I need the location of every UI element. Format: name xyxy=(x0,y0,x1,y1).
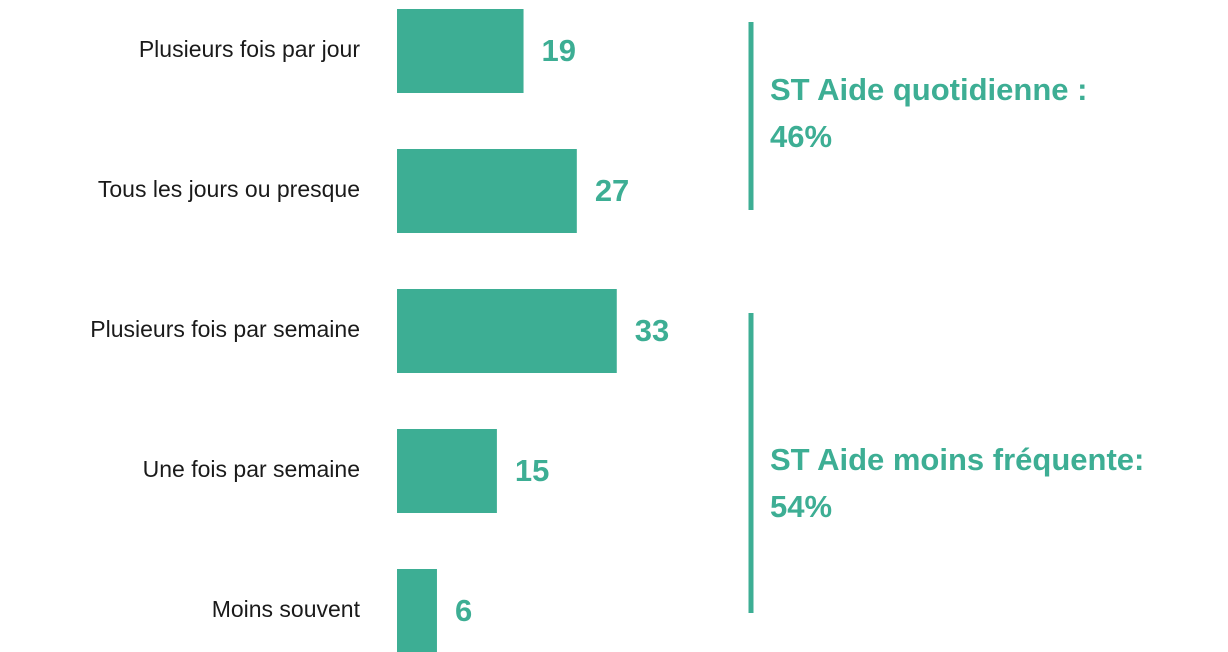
bar xyxy=(397,9,524,93)
value-label: 27 xyxy=(595,173,629,208)
category-label: Une fois par semaine xyxy=(143,456,360,482)
annotation: 54% xyxy=(770,489,832,524)
bar xyxy=(397,149,577,233)
bar xyxy=(397,569,437,652)
value-label: 15 xyxy=(515,453,549,488)
value-label: 6 xyxy=(455,593,472,628)
value-label: 19 xyxy=(542,33,576,68)
category-label: Plusieurs fois par semaine xyxy=(90,316,360,342)
annotation: 46% xyxy=(770,119,832,154)
bar xyxy=(397,429,497,513)
category-label: Tous les jours ou presque xyxy=(98,176,360,202)
bar xyxy=(397,289,617,373)
annotation: ST Aide quotidienne : xyxy=(770,72,1087,107)
category-label: Plusieurs fois par jour xyxy=(139,36,360,62)
category-label: Moins souvent xyxy=(212,596,361,622)
annotation: ST Aide moins fréquente: xyxy=(770,442,1144,477)
value-label: 33 xyxy=(635,313,669,348)
